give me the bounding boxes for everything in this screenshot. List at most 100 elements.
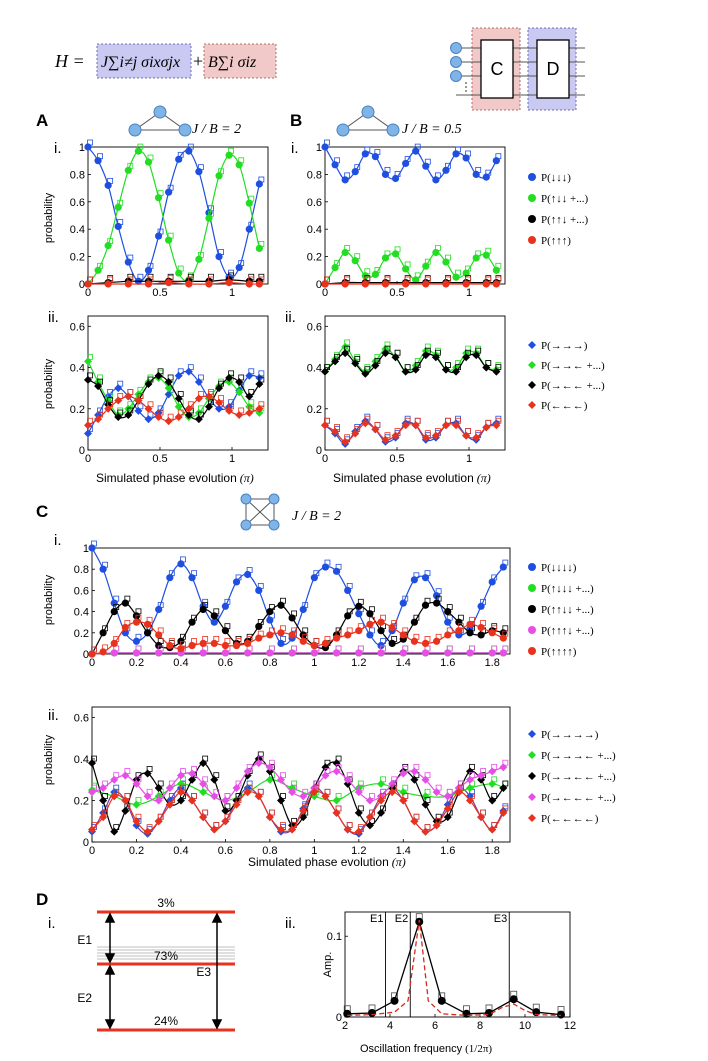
- series-line-0: [347, 919, 562, 1016]
- data-point-green: [452, 273, 460, 281]
- data-point-green: [164, 384, 173, 393]
- data-point-red: [399, 631, 407, 639]
- legend-marker-black: [528, 215, 536, 223]
- data-point-green: [175, 269, 183, 277]
- data-point-red: [371, 425, 380, 434]
- data-point-blue: [344, 586, 352, 595]
- data-point-blue: [266, 616, 274, 624]
- data-point-blue: [462, 154, 470, 162]
- x-tick-label: 12: [564, 1020, 576, 1032]
- data-point-red: [310, 641, 318, 650]
- data-point-magenta: [132, 779, 141, 788]
- theory-curve-red: [88, 281, 260, 285]
- data-point-black: [421, 601, 430, 609]
- x-tick-label: 1.8: [485, 845, 500, 857]
- data-point-magenta: [110, 775, 119, 784]
- data-point-black: [443, 813, 452, 822]
- data-point-green: [94, 266, 102, 274]
- data-point-blue: [195, 168, 203, 176]
- theory-curve-blue: [87, 146, 260, 283]
- data-point-blue: [215, 404, 224, 413]
- data-point-magenta: [299, 792, 308, 801]
- data-point-green: [225, 377, 234, 386]
- data-point-blue: [188, 574, 196, 582]
- data-point-blue: [245, 225, 253, 233]
- data-point-black: [276, 796, 285, 805]
- data-point-red: [232, 800, 241, 809]
- data-point-green: [462, 269, 470, 277]
- x-tick-label: 1: [311, 657, 317, 669]
- data-point-green: [377, 779, 386, 788]
- data-point-red: [482, 423, 491, 432]
- legend-label: P(↑↑↓↓ +...): [541, 604, 594, 616]
- data-point-blue: [351, 168, 359, 176]
- data-point-magenta: [410, 767, 419, 776]
- data-point-green: [194, 408, 203, 417]
- data-point-magenta: [199, 779, 208, 788]
- data-point-red: [84, 421, 92, 430]
- y-tick-label: 0.6: [74, 712, 89, 724]
- data-point-blue: [154, 232, 163, 240]
- xlabel-a-ii: Simulated phase evolution (π): [96, 471, 254, 485]
- data-point-red: [361, 280, 369, 288]
- data-point-red: [341, 280, 349, 288]
- legend-three-z: P(↓↓↓) P(↑↓↓ +...) P(↑↑↓ +...) P(↑↑↑): [528, 172, 588, 247]
- ylabel-d-ii: Amp.: [322, 952, 334, 978]
- data-point-black: [477, 631, 485, 639]
- data-point-black: [177, 637, 185, 645]
- data-point-red: [441, 421, 450, 430]
- axes-frame-d-ii: [344, 911, 571, 1018]
- data-point-black: [154, 784, 163, 792]
- qubit-2: [450, 56, 462, 68]
- data-point-blue: [144, 415, 153, 424]
- x-tick-label: 0.8: [262, 845, 277, 857]
- x-tick-label: 0.6: [218, 657, 233, 669]
- axes-frame-c-ii: [91, 706, 511, 843]
- data-point-blue: [332, 567, 341, 575]
- data-point-red: [221, 641, 230, 650]
- plot-a-i: 0 0.5 1 0 0.2 0.4 0.6 0.8 1: [70, 139, 269, 299]
- data-point-red: [399, 796, 408, 805]
- data-point-magenta: [155, 649, 163, 657]
- data-point-green: [482, 251, 490, 259]
- sublabel-d-i: i.: [48, 915, 56, 932]
- data-point-red: [144, 280, 153, 288]
- data-point-red: [255, 404, 264, 413]
- data-point-black: [221, 806, 230, 815]
- data-point-blue: [84, 143, 92, 151]
- data-point-red: [124, 392, 133, 401]
- plot-a-ii: 0 0.5 1 0 0.2 0.4 0.6: [70, 315, 269, 465]
- y-tick-label: 0.6: [307, 321, 322, 333]
- x-tick-label: 0: [85, 453, 91, 465]
- data-point-magenta: [199, 649, 207, 657]
- x-tick-label: 0.5: [389, 287, 404, 299]
- y-tick-label: 0.2: [307, 252, 322, 264]
- data-point-red: [299, 637, 307, 645]
- data-point-black: [88, 759, 96, 768]
- data-point-green: [174, 402, 183, 411]
- data-point-red: [402, 280, 410, 288]
- data-point-black: [199, 605, 207, 614]
- data-point-red: [205, 280, 213, 288]
- legend-four-x: P(→→→→) P(→→→← +...) P(→→←← +...) P(→←←← +.…: [528, 729, 616, 825]
- arrow-e3: [211, 912, 223, 1030]
- data-point-black: [444, 608, 452, 616]
- theory-curve-green: [91, 779, 504, 806]
- data-point-red: [411, 421, 420, 430]
- data-point-blue: [84, 429, 92, 438]
- energy-level-diagram: 3% 73% 24% E1 E2 E3: [77, 896, 235, 1032]
- data-point-red: [492, 421, 501, 430]
- ylabel-c-i: probability: [43, 574, 55, 625]
- data-point-black: [245, 392, 254, 401]
- data-point-black: [377, 627, 385, 635]
- data-point-blue: [331, 161, 339, 169]
- data-point-blue: [421, 574, 430, 582]
- x-tick-label: 1: [229, 453, 235, 465]
- ylabel-a-ii: probability: [43, 358, 55, 409]
- data-point-red: [381, 435, 390, 444]
- data-point-green: [132, 800, 141, 809]
- axes-frame-b-ii: [324, 315, 506, 451]
- data-point-red: [277, 629, 285, 637]
- data-point-red: [331, 427, 340, 436]
- data-point-green: [421, 792, 430, 801]
